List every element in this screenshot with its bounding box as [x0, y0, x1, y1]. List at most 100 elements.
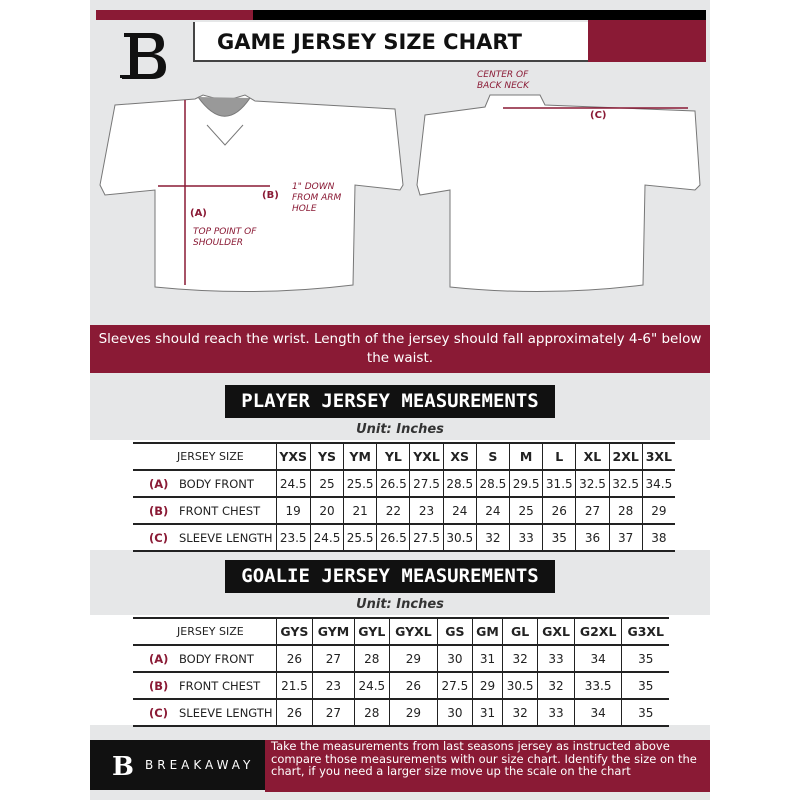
- row-label: (C) SLEEVE LENGTH: [133, 524, 276, 551]
- table-cell: 34: [573, 645, 622, 672]
- player-size-table: JERSEY SIZE YXS YS YM YL YXL XS S M L XL 2XL 3XL (A) B…: [133, 442, 675, 552]
- table-cell: 23: [409, 497, 444, 524]
- size-column-header: 2XL: [608, 443, 643, 470]
- table-cell: 20: [309, 497, 344, 524]
- footer-brand: B BREAKAWAY: [90, 740, 265, 790]
- table-cell: 35: [621, 672, 669, 699]
- row-name: FRONT CHEST: [179, 503, 261, 518]
- size-column-header: 3XL: [641, 443, 675, 470]
- table-cell: 34: [573, 699, 622, 726]
- table-row: (B) FRONT CHEST 19 20 21 22 23 24 24 25 26 27 28 29: [133, 497, 675, 524]
- table-cell: 27: [575, 497, 610, 524]
- table-cell: 29.5: [508, 470, 543, 497]
- table-cell: 33: [537, 645, 575, 672]
- table-cell: 24: [442, 497, 477, 524]
- table-cell: 34.5: [641, 470, 675, 497]
- goalie-unit: Unit: Inches: [356, 597, 444, 612]
- goalie-section-title: GOALIE JERSEY MEASUREMENTS: [225, 560, 555, 593]
- goalie-size-table: JERSEY SIZE GYS GYM GYL GYXL GS GM GL GXL G2XL G3X…: [133, 617, 669, 727]
- table-cell: 26: [389, 672, 438, 699]
- row-letter: (A): [149, 651, 169, 666]
- row-letter: (A): [149, 476, 169, 491]
- table-cell: 28: [353, 645, 390, 672]
- row-letter: (B): [149, 503, 169, 518]
- table-cell: 35: [621, 699, 669, 726]
- table-cell: 25.5: [343, 470, 377, 497]
- size-column-header: GM: [471, 618, 503, 645]
- table-cell: 32: [502, 645, 538, 672]
- size-column-header: S: [475, 443, 510, 470]
- table-cell: 29: [471, 672, 503, 699]
- marker-c: (C): [590, 110, 607, 121]
- table-cell: 37: [608, 524, 643, 551]
- header-stripe-black: [253, 10, 706, 20]
- table-cell: 24.5: [353, 672, 390, 699]
- player-unit: Unit: Inches: [356, 422, 444, 437]
- table-cell: 31: [471, 699, 503, 726]
- size-column-header: GXL: [537, 618, 575, 645]
- table-cell: 26.5: [376, 524, 410, 551]
- marker-b: (B): [262, 190, 279, 201]
- table-cell: 22: [376, 497, 410, 524]
- table-cell: 32: [502, 699, 538, 726]
- size-header: JERSEY SIZE: [177, 625, 244, 638]
- row-label: (C) SLEEVE LENGTH: [133, 699, 276, 726]
- breakaway-logo: [116, 25, 171, 85]
- row-letter: (B): [149, 678, 169, 693]
- row-label: (B) FRONT CHEST: [133, 672, 276, 699]
- size-column-header: YS: [309, 443, 344, 470]
- table-cell: 25: [309, 470, 344, 497]
- table-cell: 24.5: [275, 470, 311, 497]
- footer-logo: B: [112, 752, 134, 782]
- table-cell: 36: [575, 524, 610, 551]
- table-cell: 27.5: [409, 470, 444, 497]
- table-header-row: JERSEY SIZE GYS GYM GYL GYXL GS GM GL GXL G2XL G3X…: [133, 618, 669, 645]
- table-cell: 32: [475, 524, 510, 551]
- note-c: CENTER OF BACK NECK: [477, 70, 529, 91]
- front-jersey: [99, 94, 404, 293]
- table-cell: 25: [508, 497, 543, 524]
- table-cell: 28: [353, 699, 390, 726]
- table-cell: 28: [608, 497, 643, 524]
- table-cell: 29: [389, 699, 438, 726]
- jersey-diagram: [99, 94, 701, 293]
- size-column-header: YXL: [409, 443, 444, 470]
- table-cell: 26.5: [376, 470, 410, 497]
- table-cell: 35: [621, 645, 669, 672]
- table-cell: 33: [537, 699, 575, 726]
- table-cell: 21.5: [275, 672, 313, 699]
- row-name: SLEEVE LENGTH: [179, 705, 273, 720]
- table-cell: 24: [475, 497, 510, 524]
- table-cell: 28.5: [442, 470, 477, 497]
- row-label: (A) BODY FRONT: [133, 470, 276, 497]
- table-cell: 26: [275, 699, 313, 726]
- table-row: (C) SLEEVE LENGTH 23.5 24.5 25.5 26.5 27.5 30.5…: [133, 524, 675, 551]
- size-column-header: XL: [575, 443, 610, 470]
- table-cell: 19: [275, 497, 311, 524]
- marker-a: (A): [190, 208, 207, 219]
- footer-brand-name: BREAKAWAY: [145, 758, 255, 772]
- table-cell: 32.5: [608, 470, 643, 497]
- table-cell: 30.5: [502, 672, 538, 699]
- table-cell: 24.5: [309, 524, 344, 551]
- table-cell: 27: [312, 645, 355, 672]
- table-cell: 32: [537, 672, 575, 699]
- size-column-header: GL: [502, 618, 538, 645]
- fit-banner: Sleeves should reach the wrist. Length o…: [90, 325, 710, 373]
- size-column-header: YL: [376, 443, 410, 470]
- footer-note: Take the measurements from last seasons …: [265, 740, 710, 792]
- size-column-header: GYXL: [389, 618, 438, 645]
- table-cell: 27: [312, 699, 355, 726]
- table-row: (B) FRONT CHEST 21.5 23 24.5 26 27.5 29 30.5 32 33…: [133, 672, 669, 699]
- size-column-header: YM: [343, 443, 377, 470]
- table-cell: 30.5: [442, 524, 477, 551]
- size-column-header: GS: [436, 618, 473, 645]
- table-cell: 31: [471, 645, 503, 672]
- page-title: GAME JERSEY SIZE CHART: [193, 22, 588, 62]
- size-column-header: GYS: [275, 618, 313, 645]
- back-jersey: [416, 94, 701, 293]
- row-name: BODY FRONT: [179, 476, 254, 491]
- table-cell: 35: [542, 524, 576, 551]
- size-column-header: YXS: [275, 443, 311, 470]
- table-cell: 38: [641, 524, 675, 551]
